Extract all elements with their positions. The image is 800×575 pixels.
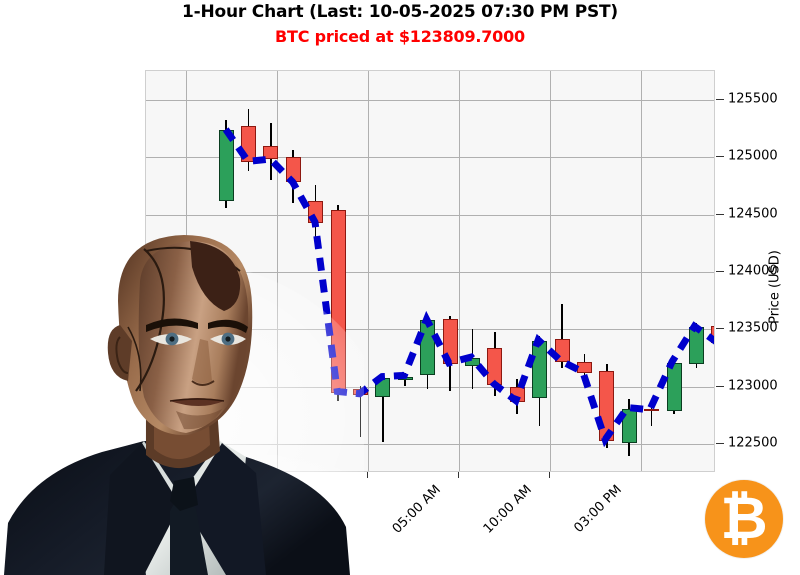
candle-wick <box>382 379 384 442</box>
bitcoin-icon: ₿ <box>720 483 768 552</box>
candlestick-bullish <box>621 408 637 444</box>
y-tick-mark <box>716 328 724 330</box>
y-tick-mark <box>716 156 724 158</box>
gridline-horizontal <box>146 444 714 446</box>
y-tick-label: 125000 <box>728 148 778 164</box>
gridline-horizontal <box>146 214 714 216</box>
gridline-vertical <box>459 71 460 471</box>
page-title: 1-Hour Chart (Last: 10-05-2025 07:30 PM … <box>182 2 618 22</box>
price-subtitle: BTC priced at $123809.7000 <box>275 27 525 46</box>
x-tick-mark <box>458 472 459 478</box>
gridline-horizontal <box>146 272 714 273</box>
gridline-vertical <box>641 71 642 471</box>
trend-line-overlay <box>222 127 714 448</box>
y-tick-label: 123000 <box>728 378 778 394</box>
y-tick-mark <box>716 213 724 215</box>
gridline-vertical <box>550 71 551 471</box>
candlestick-bearish <box>644 408 660 412</box>
gridline-horizontal <box>146 386 714 388</box>
candlestick-plot-area <box>145 70 715 472</box>
gridline-horizontal <box>146 157 714 159</box>
y-tick-mark <box>716 98 724 100</box>
y-tick-label: 123500 <box>728 320 778 336</box>
candlestick-bearish <box>263 145 279 160</box>
y-axis-label: Price (USD) <box>767 250 783 324</box>
y-tick-mark <box>716 443 724 445</box>
gridline-vertical <box>368 71 369 471</box>
x-tick-mark <box>549 472 550 478</box>
y-tick-mark <box>716 385 724 387</box>
y-tick-label: 124500 <box>728 206 778 222</box>
y-tick-label: 124000 <box>728 263 778 279</box>
y-tick-label: 122500 <box>728 435 778 451</box>
trend-line-path <box>222 127 714 448</box>
y-tick-mark <box>716 271 724 272</box>
bitcoin-logo-badge: ₿ <box>705 480 783 558</box>
y-tick-label: 125500 <box>728 91 778 107</box>
x-tick-label: 03:00 PM <box>571 482 625 536</box>
candle-wick <box>650 405 653 426</box>
candle-wick <box>561 304 563 369</box>
x-tick-mark <box>367 472 368 478</box>
gridline-horizontal <box>146 99 714 101</box>
x-tick-label: 10:00 AM <box>480 482 535 537</box>
x-tick-label: 05:00 AM <box>389 482 444 537</box>
